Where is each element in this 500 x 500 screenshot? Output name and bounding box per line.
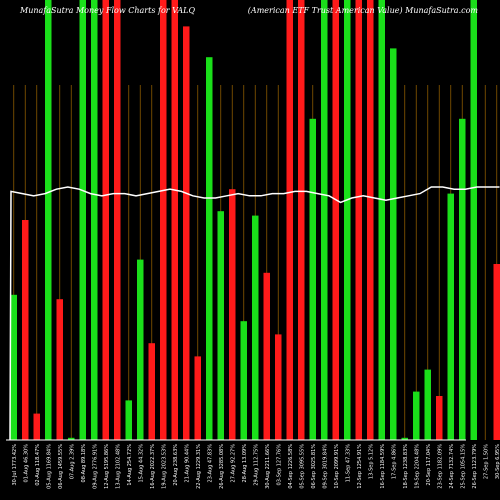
x-tick-label: 21-Aug 90.44%: [184, 444, 190, 483]
x-tick-label: 12-Sep 1254.91%: [357, 444, 363, 489]
bar: [436, 396, 443, 440]
x-tick-label: 19-Sep 2204.48%: [414, 444, 420, 489]
x-tick-label: 28-Aug 13.09%: [242, 444, 248, 483]
x-tick-label: 04-Sep 1226.58%: [288, 444, 294, 489]
x-tick-label: 14-Aug 254.72%: [127, 444, 133, 486]
bar: [493, 264, 500, 440]
bar: [367, 0, 374, 440]
average-line-path: [9, 186, 500, 441]
x-tick-label: 23-Sep 1182.09%: [437, 444, 443, 489]
x-tick-label: 09-Aug 2776.91%: [92, 444, 98, 489]
bar: [102, 0, 109, 440]
x-tick-label: 23-Aug 47.83%: [207, 444, 213, 483]
bar: [355, 0, 362, 440]
bar: [10, 294, 17, 440]
x-tick-label: 09-Sep 3019.84%: [322, 444, 328, 489]
x-tick-label: 27-Sep 1.50%: [483, 444, 489, 479]
bar: [125, 400, 132, 440]
x-tick-label: 20-Aug 238.63%: [173, 444, 179, 486]
x-tick-label: 10-Sep 2099.91%: [334, 444, 340, 489]
bar: [252, 215, 259, 440]
bar: [470, 0, 477, 440]
x-tick-label: 24-Sep 7132.74%: [449, 444, 455, 489]
bar: [263, 272, 270, 440]
bar: [344, 0, 351, 440]
x-tick-label: 08-Aug 89.18%: [81, 444, 87, 483]
x-tick-label: 30-Sep 6.95%: [495, 444, 500, 479]
bar: [194, 356, 201, 440]
bar: [321, 0, 328, 440]
bar: [45, 0, 52, 440]
x-tick-labels: 30-Jul 1773.42% 01-Aug 46.30% 02-Aug 118.4…: [12, 444, 500, 489]
bar: [22, 220, 29, 440]
bar: [401, 437, 408, 440]
x-tick-label: 15-Aug 44.32%: [138, 444, 144, 483]
x-tick-label: 17-Sep 4.86%: [391, 444, 397, 479]
bar: [390, 48, 397, 441]
x-tick-label: 29-Aug 112.75%: [253, 444, 259, 486]
x-tick-label: 11-Sep 47.33%: [345, 444, 351, 482]
chart-title-left: MunafaSutra Money Flow Charts for VALQ: [19, 6, 195, 15]
bar: [137, 259, 144, 440]
x-tick-label: 05-Aug 1169.84%: [46, 444, 52, 489]
x-tick-label: 07-Aug 2.39%: [69, 444, 75, 480]
bar: [309, 118, 316, 441]
average-line: [9, 186, 500, 441]
x-tick-label: 13-Sep 5.12%: [368, 444, 374, 479]
bar: [206, 57, 213, 440]
bar: [160, 0, 167, 440]
x-tick-label: 26-Aug 3285.08%: [219, 444, 225, 489]
bar: [378, 0, 385, 440]
x-tick-label: 01-Aug 46.30%: [23, 444, 29, 483]
bar: [148, 343, 155, 440]
x-tick-label: 02-Aug 118.47%: [35, 444, 41, 486]
x-tick-label: 16-Sep 1184.59%: [380, 444, 386, 489]
bar: [91, 0, 98, 440]
bar: [56, 299, 63, 440]
x-tick-label: 30-Jul 1773.42%: [12, 444, 18, 486]
x-tick-label: 30-Aug 2211.66%: [265, 444, 271, 489]
bar: [332, 0, 339, 440]
x-tick-label: 05-Sep 3095.55%: [299, 444, 305, 489]
bar: [298, 0, 305, 440]
bar-series: [10, 0, 500, 441]
bar: [424, 369, 431, 440]
bar: [68, 437, 75, 440]
x-tick-label: 22-Aug 1229.31%: [196, 444, 202, 489]
x-tick-label: 26-Sep 1123.79%: [472, 444, 478, 489]
x-tick-label: 03-Sep 127.76%: [276, 444, 282, 486]
x-tick-label: 06-Aug 1459.55%: [58, 444, 64, 489]
bar: [286, 0, 293, 440]
x-tick-label: 06-Sep 3025.81%: [311, 444, 317, 489]
x-tick-label: 20-Sep 117.04%: [426, 444, 432, 486]
x-tick-label: 12-Aug 5195.86%: [104, 444, 110, 489]
bar: [79, 0, 86, 440]
x-tick-label: 27-Aug 92.27%: [230, 444, 236, 483]
bar: [229, 189, 236, 440]
x-tick-label: 16-Aug 2022.37%: [150, 444, 156, 489]
bar: [240, 321, 247, 440]
bar: [217, 211, 224, 440]
bar: [33, 413, 40, 440]
bar: [275, 334, 282, 440]
bar: [447, 193, 454, 440]
x-tick-label: 13-Aug 2102.48%: [115, 444, 121, 489]
bar: [114, 0, 121, 440]
bar: [459, 118, 466, 441]
x-tick-label: 25-Sep 1054.15%: [460, 444, 466, 489]
chart-title-right: (American ETF Trust American Value) Muna…: [248, 6, 479, 15]
x-tick-label: 18-Sep 1238.83%: [403, 444, 409, 489]
bar: [413, 391, 420, 440]
bar: [171, 0, 178, 440]
bar: [183, 26, 190, 441]
x-tick-label: 19-Aug 2023.53%: [161, 444, 167, 489]
